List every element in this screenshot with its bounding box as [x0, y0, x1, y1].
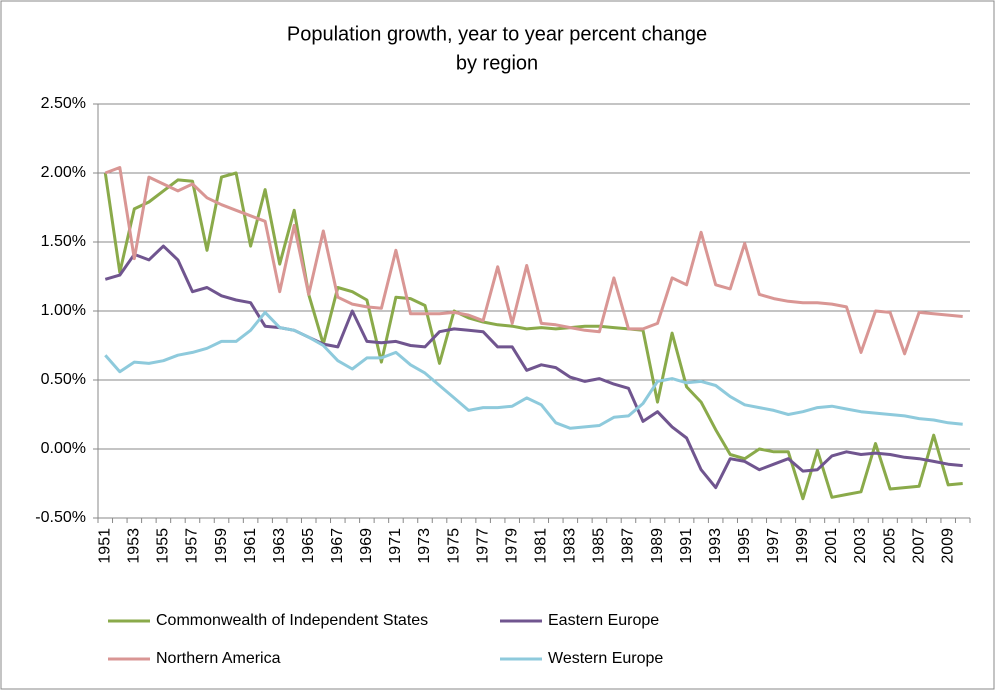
- series-line: [104, 310, 963, 430]
- y-tick-label: 1.00%: [41, 302, 86, 319]
- x-tick-label: 1971: [387, 528, 404, 564]
- series-line: [104, 244, 963, 490]
- y-tick-label: 0.00%: [41, 440, 86, 457]
- x-tick-label: 1951: [96, 528, 113, 564]
- x-tick-label: 1959: [213, 528, 230, 564]
- series-line: [103, 171, 963, 501]
- x-tick-label: 1963: [271, 528, 288, 564]
- x-tick-label: 1991: [678, 528, 695, 564]
- x-tick-label: 2009: [939, 528, 956, 564]
- legend-label: Northern America: [156, 650, 281, 667]
- x-tick-label: 1995: [736, 528, 753, 564]
- x-tick-label: 1985: [591, 528, 608, 564]
- x-tick-label: 1953: [126, 528, 143, 564]
- x-tick-label: 1979: [503, 528, 520, 564]
- x-tick-label: 1981: [532, 528, 549, 564]
- legend-label: Western Europe: [548, 650, 663, 667]
- x-tick-label: 1973: [416, 528, 433, 564]
- x-tick-label: 1999: [794, 528, 811, 564]
- x-tick-label: 1987: [620, 528, 637, 564]
- x-tick-label: 1967: [329, 528, 346, 564]
- legend-label: Commonwealth of Independent States: [156, 612, 428, 629]
- legend-label: Eastern Europe: [548, 612, 659, 629]
- x-tick-label: 1993: [707, 528, 724, 564]
- x-tick-label: 1957: [184, 528, 201, 564]
- x-tick-label: 2005: [881, 528, 898, 564]
- x-tick-label: 1969: [358, 528, 375, 564]
- series-line: [104, 166, 963, 356]
- x-tick-label: 1965: [300, 528, 317, 564]
- x-tick-label: 1975: [445, 528, 462, 564]
- chart-title: Population growth, year to year percent …: [287, 23, 707, 45]
- x-tick-label: 2003: [852, 528, 869, 564]
- x-tick-label: 1961: [242, 528, 259, 564]
- x-tick-label: 1977: [474, 528, 491, 564]
- y-tick-label: 1.50%: [41, 233, 86, 250]
- y-tick-label: 2.00%: [41, 164, 86, 181]
- y-tick-label: 0.50%: [41, 371, 86, 388]
- y-tick-label: 2.50%: [41, 95, 86, 112]
- chart-title: by region: [456, 52, 538, 74]
- y-tick-label: -0.50%: [35, 509, 86, 526]
- x-tick-label: 1955: [155, 528, 172, 564]
- x-tick-label: 1983: [562, 528, 579, 564]
- x-tick-label: 1997: [765, 528, 782, 564]
- x-tick-label: 2007: [910, 528, 927, 564]
- x-tick-label: 1989: [649, 528, 666, 564]
- x-tick-label: 2001: [823, 528, 840, 564]
